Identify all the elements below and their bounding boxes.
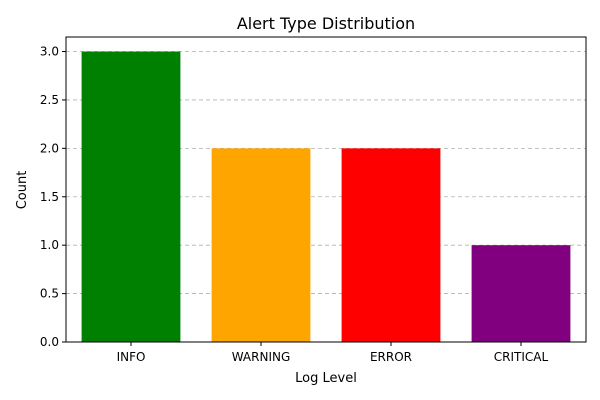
y-tick-label: 1.5 bbox=[40, 190, 59, 204]
bar-warning bbox=[211, 148, 311, 342]
y-tick-label: 1.0 bbox=[40, 238, 59, 252]
plot-frame bbox=[65, 36, 587, 343]
x-axis-label: Log Level bbox=[295, 371, 357, 386]
x-tick-label: INFO bbox=[117, 350, 146, 364]
bar-critical bbox=[471, 245, 571, 342]
x-axis-ticks: INFO WARNING ERROR CRITICAL bbox=[117, 342, 549, 364]
y-axis-label: Count bbox=[15, 171, 30, 210]
y-axis-ticks: 0.0 0.5 1.0 1.5 2.0 2.5 3.0 bbox=[40, 45, 66, 349]
y-tick-label: 0.0 bbox=[40, 335, 59, 349]
chart-title: Alert Type Distribution bbox=[237, 14, 415, 33]
bar-error bbox=[341, 148, 441, 342]
bars bbox=[81, 51, 571, 343]
x-tick-label: WARNING bbox=[232, 350, 291, 364]
x-tick-label: ERROR bbox=[370, 350, 412, 364]
y-tick-label: 2.5 bbox=[40, 93, 59, 107]
bar-info bbox=[81, 51, 181, 343]
y-tick-label: 0.5 bbox=[40, 287, 59, 301]
y-tick-label: 3.0 bbox=[40, 45, 59, 59]
x-tick-label: CRITICAL bbox=[494, 350, 549, 364]
y-tick-label: 2.0 bbox=[40, 141, 59, 155]
